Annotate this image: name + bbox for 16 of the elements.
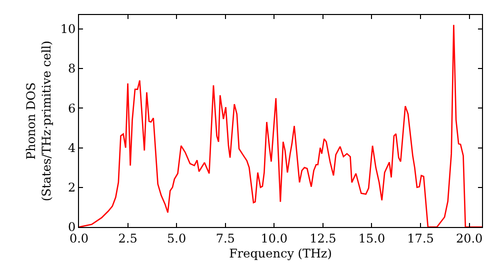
x-axis-title: Frequency (THz) bbox=[229, 246, 332, 260]
y-tick-label: 6 bbox=[68, 101, 76, 116]
x-tick-label: 2.5 bbox=[118, 231, 138, 246]
x-tick-label: 17.5 bbox=[407, 231, 434, 246]
x-tick-label: 20.0 bbox=[456, 231, 483, 246]
y-tick-label: 2 bbox=[68, 180, 76, 195]
line-series bbox=[79, 24, 482, 227]
x-tick-label: 15.0 bbox=[358, 231, 386, 246]
x-tick-label: 12.5 bbox=[310, 231, 336, 246]
y-tick-label: 10 bbox=[60, 22, 76, 36]
x-tick-label: 5.0 bbox=[167, 231, 186, 246]
y-tick-label: 8 bbox=[68, 62, 76, 76]
x-tick-label: 7.5 bbox=[216, 231, 235, 246]
x-tick-label: 10.0 bbox=[260, 231, 288, 246]
y-tick-label: 4 bbox=[68, 140, 76, 155]
y-axis-title: Phonon DOS (States/THz·primitive cell) bbox=[24, 40, 54, 202]
